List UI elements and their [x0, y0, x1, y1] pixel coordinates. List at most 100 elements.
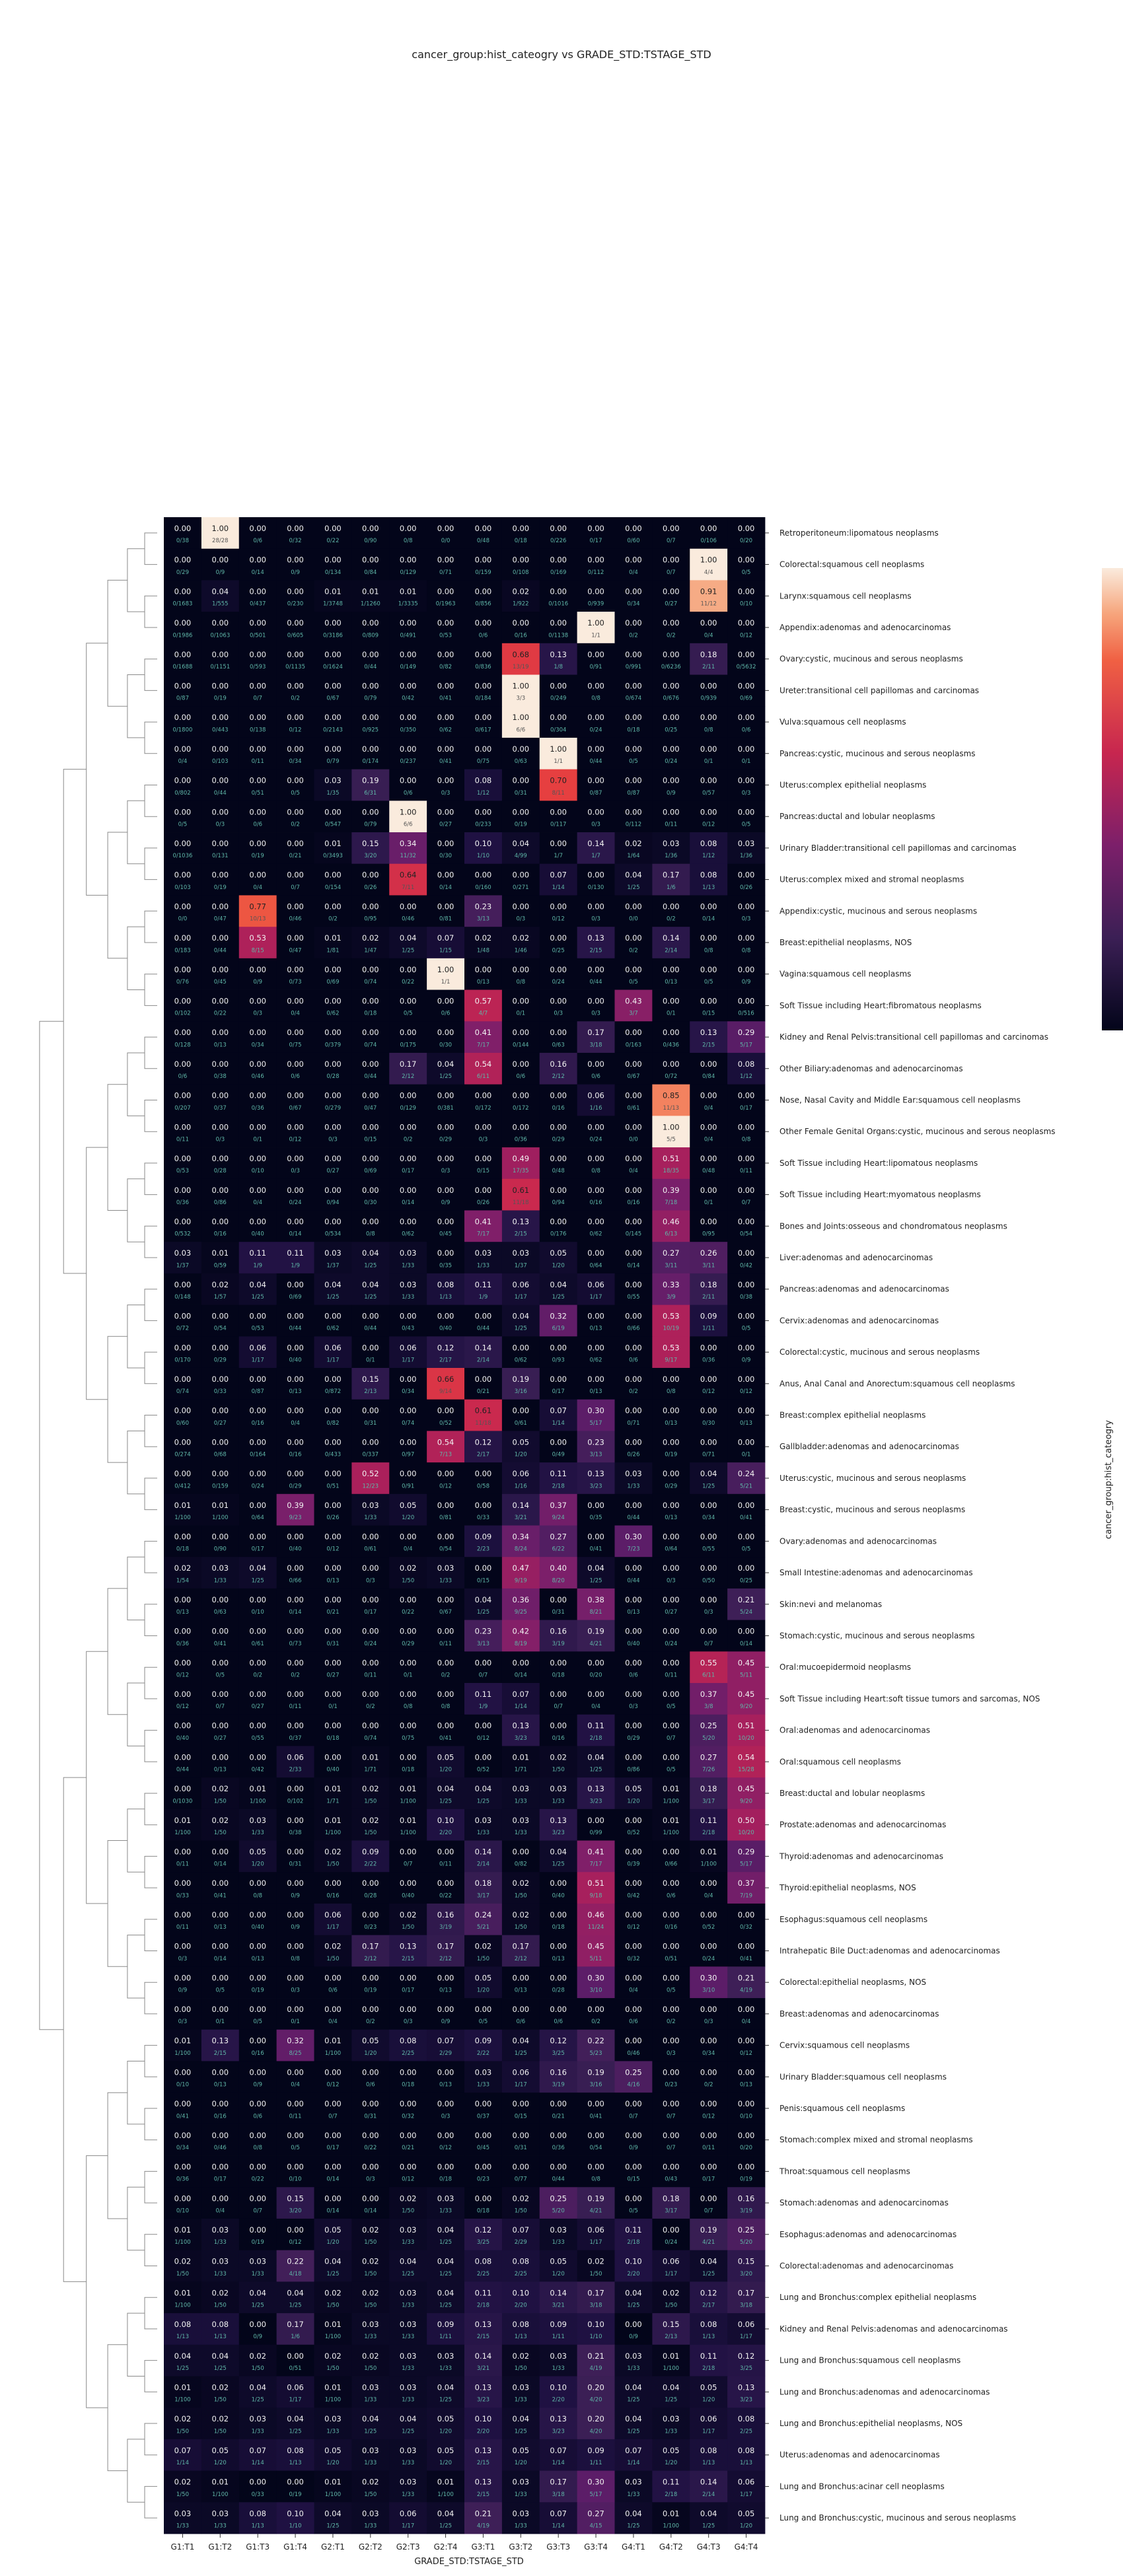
cell-count-label: 0/54	[590, 2145, 602, 2151]
cell-value-label: 0.00	[212, 839, 229, 848]
cell-count-label: 0/16	[214, 1231, 227, 1238]
cell-value-label: 0.00	[400, 1721, 417, 1731]
cell-value-label: 0.00	[437, 650, 454, 659]
cell-value-label: 0.00	[362, 1312, 379, 1321]
dendrogram-branch	[127, 1305, 145, 1369]
dendrogram-branch	[86, 1651, 108, 1904]
cell-value-label: 0.00	[212, 1942, 229, 1951]
cell-value-label: 1.00	[587, 618, 604, 627]
cell-count-label: 9/24	[552, 1515, 565, 1521]
cell-count-label: 0/69	[364, 1168, 377, 1174]
cell-value-label: 0.00	[625, 1091, 642, 1100]
dendrogram-branch	[86, 2155, 108, 2408]
cell-value-label: 0.00	[212, 1437, 229, 1447]
cell-count-label: 0/90	[364, 538, 377, 544]
cell-count-label: 0/22	[402, 979, 414, 985]
cell-count-label: 0/10	[176, 2082, 189, 2089]
cell-value-label: 0.00	[663, 2036, 680, 2046]
cell-count-label: 0/6	[516, 2019, 525, 2025]
cell-count-label: 0/62	[326, 1011, 339, 1017]
heatmap-cell	[501, 737, 540, 770]
cell-value-label: 0.00	[287, 555, 304, 565]
cell-value-label: 0.00	[700, 2131, 717, 2140]
dendrogram-branch	[144, 1478, 157, 1511]
cell-value-label: 0.00	[475, 682, 492, 691]
cell-count-label: 1/33	[214, 2522, 227, 2529]
column-tick-label: G2:T3	[396, 2542, 420, 2552]
cell-count-label: 0/51	[289, 2365, 302, 2372]
cell-value-label: 0.05	[437, 2446, 454, 2455]
cell-value-label: 0.61	[513, 1186, 530, 1195]
cell-value-label: 0.00	[550, 587, 567, 596]
heatmap-cell	[464, 832, 503, 865]
cell-count-label: 3/8	[704, 1703, 713, 1710]
heatmap-cell	[314, 927, 352, 959]
cell-value-label: 0.00	[738, 1186, 755, 1195]
heatmap-cell	[276, 517, 314, 550]
cell-count-label: 0/37	[289, 1735, 302, 1742]
cell-value-label: 0.00	[362, 1217, 379, 1226]
cell-value-label: 0.00	[587, 902, 604, 911]
cell-count-label: 8/25	[289, 2050, 302, 2057]
cell-count-label: 1/10	[590, 2334, 602, 2340]
cell-count-label: 0/34	[402, 1388, 414, 1395]
cell-count-label: 9/18	[590, 1892, 602, 1899]
cell-count-label: 1/25	[289, 2428, 302, 2435]
cell-count-label: 0/7	[404, 1861, 413, 1868]
cell-value-label: 0.07	[550, 1406, 567, 1415]
cell-value-label: 0.00	[625, 1154, 642, 1163]
cell-count-label: 1/64	[627, 853, 639, 859]
cell-count-label: 0/3	[441, 2113, 451, 2120]
cell-value-label: 0.45	[587, 1942, 604, 1951]
heatmap-cell	[238, 927, 277, 959]
cell-count-label: 2/14	[702, 2491, 715, 2498]
heatmap-cell	[690, 927, 728, 959]
cell-count-label: 1/33	[552, 2365, 565, 2372]
heatmap-cell	[164, 706, 202, 738]
cell-value-label: 0.46	[663, 1217, 680, 1226]
heatmap-cell	[276, 580, 314, 612]
row-tick-label: Prostate:adenomas and adenocarcinomas	[779, 1820, 946, 1830]
cell-count-label: 0/13	[590, 1388, 602, 1395]
cell-count-label: 1/36	[665, 853, 677, 859]
cell-value-label: 0.00	[212, 650, 229, 659]
cell-count-label: 3/18	[590, 1042, 602, 1048]
cell-count-label: 1/17	[326, 1357, 339, 1363]
cell-count-label: 0/94	[552, 1199, 565, 1206]
cell-count-label: 1/33	[552, 2239, 565, 2246]
cell-count-label: 0/6	[629, 1672, 638, 1678]
heatmap-cell	[314, 863, 352, 896]
cell-value-label: 0.00	[700, 933, 717, 943]
cell-count-label: 1/50	[326, 2303, 339, 2309]
cell-count-label: 0/30	[439, 1042, 452, 1048]
cell-value-label: 0.08	[738, 2414, 755, 2423]
cell-value-label: 0.07	[550, 871, 567, 880]
cell-value-label: 0.00	[287, 1690, 304, 1699]
heatmap-cell	[539, 517, 578, 550]
cell-value-label: 0.00	[324, 1122, 342, 1131]
cell-count-label: 0/279	[325, 1105, 342, 1112]
cell-value-label: 0.37	[738, 1878, 755, 1888]
cell-value-label: 0.00	[625, 933, 642, 943]
cell-count-label: 0/8	[291, 1956, 300, 1962]
cell-value-label: 0.24	[475, 1910, 492, 1919]
cell-value-label: 0.02	[212, 1784, 229, 1793]
cell-value-label: 0.00	[738, 2036, 755, 2046]
cell-count-label: 0/1	[366, 1357, 375, 1363]
heatmap-cell	[276, 769, 314, 801]
cell-value-label: 0.00	[212, 1091, 229, 1100]
cell-count-label: 0/2	[253, 1672, 262, 1678]
heatmap-cell	[577, 643, 615, 675]
cell-count-label: 1/25	[214, 2365, 227, 2372]
cell-count-label: 0/103	[212, 758, 229, 765]
dendrogram-branch	[144, 847, 157, 880]
cell-value-label: 0.01	[400, 1784, 417, 1793]
cell-value-label: 0.00	[625, 2194, 642, 2203]
cell-value-label: 0.00	[287, 618, 304, 627]
cell-count-label: 2/15	[702, 1042, 715, 1048]
cell-value-label: 0.00	[400, 555, 417, 565]
cell-value-label: 0.02	[663, 2288, 680, 2297]
cell-value-label: 0.00	[287, 1721, 304, 1731]
cell-count-label: 2/18	[702, 2365, 715, 2372]
cell-count-label: 1/17	[740, 2491, 752, 2498]
